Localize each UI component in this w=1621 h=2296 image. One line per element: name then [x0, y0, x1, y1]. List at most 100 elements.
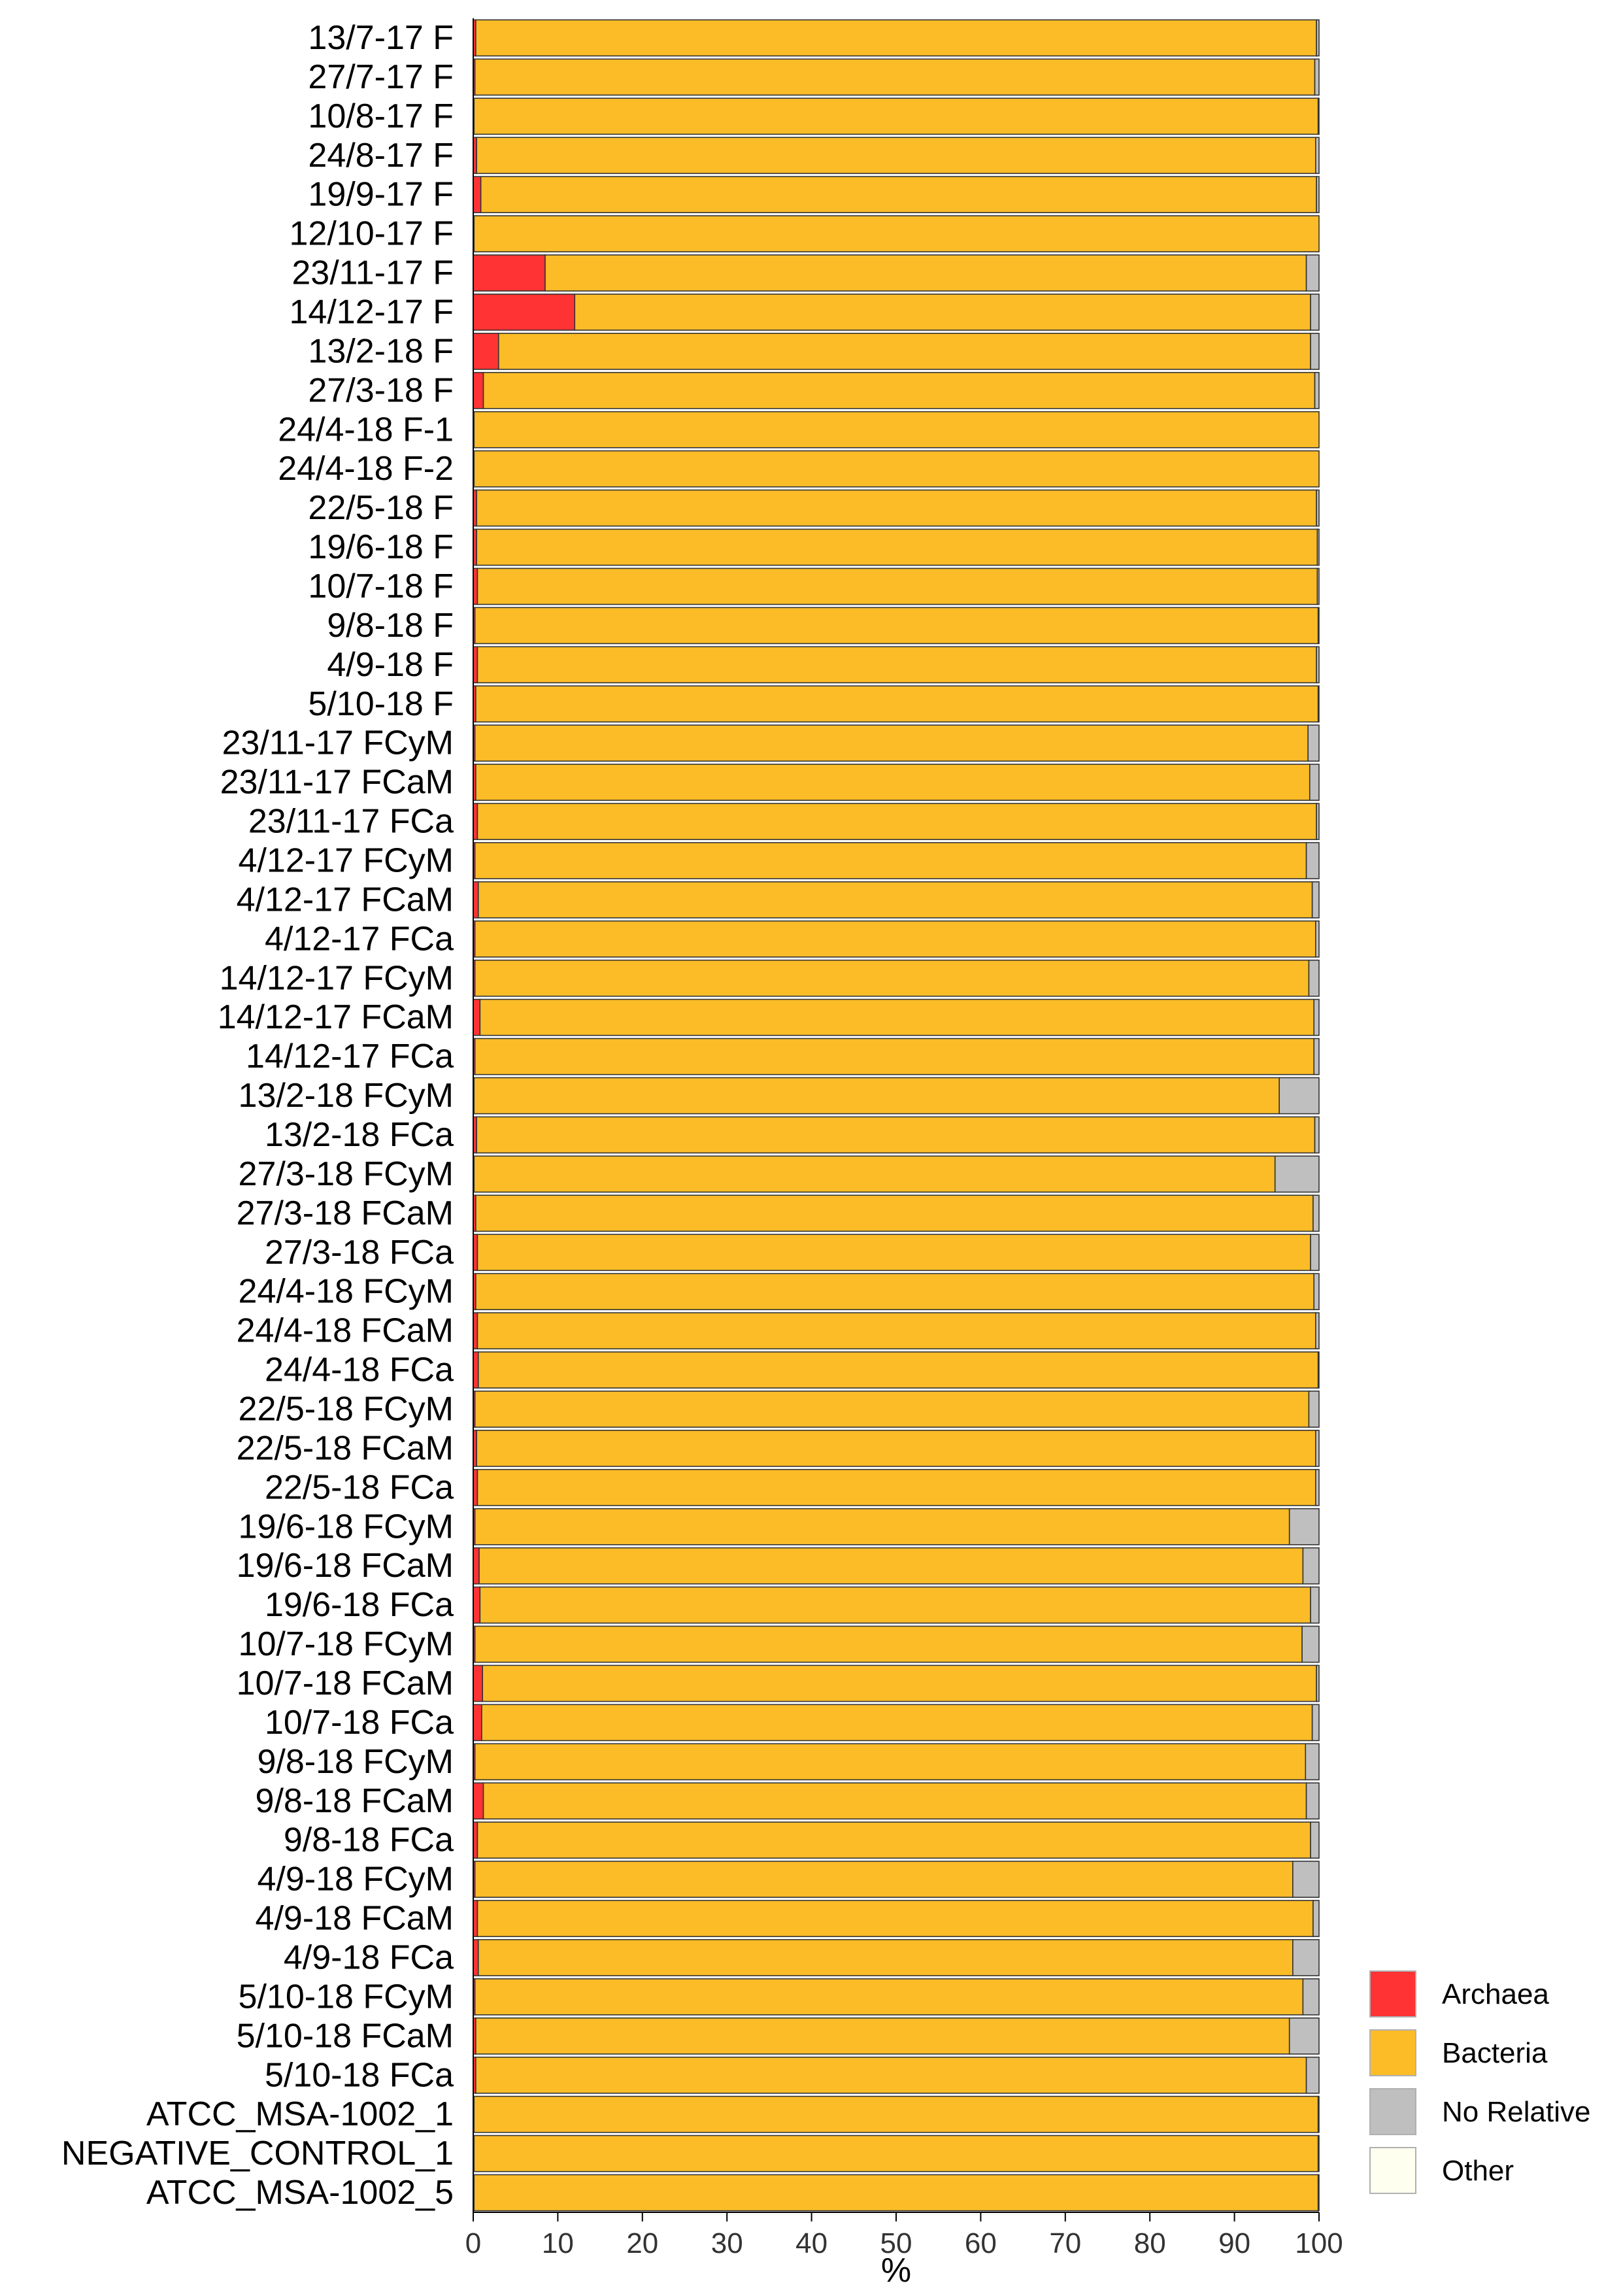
bar-no-relative-39	[1302, 1547, 1320, 1585]
legend-label: Other	[1442, 2155, 1514, 2187]
category-label: 4/12-17 FCaM	[237, 881, 454, 919]
category-label: 14/12-17 F	[290, 293, 454, 331]
x-tick-label: 80	[1134, 2227, 1166, 2259]
category-label: 5/10-18 FCaM	[237, 2017, 454, 2055]
bar-bacteria-0	[475, 19, 1317, 57]
bar-bacteria-9	[482, 371, 1316, 409]
bar-bacteria-27	[473, 1077, 1280, 1115]
bar-bacteria-6	[544, 254, 1307, 292]
category-label: 24/4-18 F-1	[278, 411, 454, 448]
bar-bacteria-22	[477, 881, 1313, 919]
bar-no-relative-13	[1316, 528, 1320, 566]
bar-no-relative-46	[1310, 1821, 1320, 1859]
bar-archaea-42	[473, 1664, 484, 1702]
legend-swatch-archaea	[1369, 1970, 1416, 2017]
bar-no-relative-1	[1314, 58, 1320, 96]
bar-bacteria-1	[474, 58, 1316, 96]
x-axis: 0 10 20 30 40 50 60 70 80 90 100	[465, 18, 1343, 2259]
bar-no-relative-25	[1313, 998, 1320, 1036]
category-label: 22/5-18 FCa	[265, 1468, 454, 1506]
bar-archaea-7	[473, 294, 576, 331]
category-label: 22/5-18 F	[308, 489, 454, 527]
bar-bacteria-2	[473, 97, 1319, 135]
bar-no-relative-6	[1305, 254, 1320, 292]
bar-no-relative-4	[1316, 176, 1320, 214]
bar-no-relative-9	[1314, 371, 1320, 409]
bar-no-relative-24	[1308, 959, 1320, 997]
bar-archaea-40	[473, 1586, 481, 1624]
category-label: 24/4-18 F-2	[278, 450, 454, 488]
category-label: ATCC_MSA-1002_1	[146, 2095, 454, 2133]
bar-no-relative-29	[1274, 1155, 1320, 1193]
bar-no-relative-2	[1317, 97, 1320, 135]
bar-no-relative-50	[1302, 1978, 1320, 2016]
bar-no-relative-20	[1316, 803, 1320, 840]
category-label: 19/9-17 F	[308, 176, 454, 214]
bar-no-relative-7	[1310, 294, 1320, 331]
bar-no-relative-21	[1305, 842, 1320, 879]
bar-no-relative-51	[1288, 2017, 1320, 2055]
bar-no-relative-40	[1310, 1586, 1320, 1624]
category-label: 14/12-17 FCa	[246, 1038, 454, 1075]
bar-bacteria-46	[476, 1821, 1311, 1859]
category-label: 22/5-18 FCaM	[237, 1429, 454, 1467]
x-tick-label: 40	[795, 2227, 827, 2259]
bar-bacteria-50	[474, 1978, 1304, 2016]
bar-archaea-9	[473, 371, 484, 409]
bar-bacteria-35	[474, 1391, 1310, 1428]
category-label: 5/10-18 FCyM	[239, 1978, 454, 2016]
bar-bacteria-5	[473, 215, 1320, 252]
category-label: 13/2-18 F	[308, 332, 454, 370]
bar-archaea-34	[473, 1351, 479, 1389]
bar-no-relative-8	[1310, 333, 1320, 370]
bar-no-relative-47	[1292, 1861, 1320, 1898]
bar-no-relative-18	[1307, 724, 1320, 762]
bar-bacteria-7	[574, 294, 1311, 331]
bar-bacteria-13	[476, 528, 1318, 566]
bar-archaea-43	[473, 1704, 482, 1742]
bar-no-relative-19	[1309, 764, 1320, 801]
bar-bacteria-17	[475, 685, 1319, 723]
category-label: 27/3-18 FCaM	[237, 1194, 454, 1232]
bar-no-relative-49	[1292, 1939, 1320, 1976]
bar-bacteria-48	[476, 1900, 1314, 1937]
bar-bacteria-47	[474, 1861, 1294, 1898]
bar-bacteria-18	[474, 724, 1309, 762]
bar-archaea-39	[473, 1547, 480, 1585]
legend-label: Archaea	[1442, 1978, 1549, 2010]
bar-bacteria-33	[476, 1312, 1316, 1349]
x-tick-label: 50	[880, 2227, 912, 2259]
bar-bacteria-26	[474, 1038, 1315, 1075]
bar-bacteria-29	[473, 1155, 1276, 1193]
bar-bacteria-39	[478, 1547, 1304, 1585]
category-label: 14/12-17 FCaM	[218, 998, 454, 1036]
bar-no-relative-22	[1311, 881, 1320, 919]
bar-no-relative-48	[1312, 1900, 1320, 1937]
bar-no-relative-26	[1313, 1038, 1320, 1075]
bar-no-relative-14	[1316, 567, 1320, 605]
bar-no-relative-27	[1278, 1077, 1320, 1115]
bar-bacteria-31	[476, 1234, 1311, 1272]
bar-bacteria-20	[476, 803, 1317, 840]
category-label: 13/2-18 FCyM	[239, 1077, 454, 1115]
bar-bacteria-3	[476, 137, 1316, 175]
bar-bacteria-11	[473, 450, 1320, 488]
category-label: 24/4-18 FCa	[265, 1351, 454, 1389]
bar-bacteria-52	[475, 2056, 1307, 2094]
category-label: 4/9-18 FCaM	[256, 1900, 454, 1938]
bar-archaea-4	[473, 176, 482, 214]
bar-archaea-49	[473, 1939, 479, 1976]
category-label: 23/11-17 FCyM	[222, 724, 454, 762]
bar-bacteria-21	[474, 842, 1307, 879]
bar-bacteria-8	[498, 333, 1311, 370]
bar-archaea-45	[473, 1782, 484, 1820]
bar-bacteria-44	[474, 1743, 1307, 1781]
bar-no-relative-41	[1301, 1625, 1320, 1663]
bar-no-relative-16	[1316, 646, 1320, 684]
category-label: 9/8-18 FCaM	[256, 1782, 454, 1820]
category-label: 24/4-18 FCaM	[237, 1312, 454, 1350]
legend: Archaea Bacteria No Relative Other	[1369, 1970, 1590, 2194]
category-label: 24/8-17 F	[308, 137, 454, 175]
